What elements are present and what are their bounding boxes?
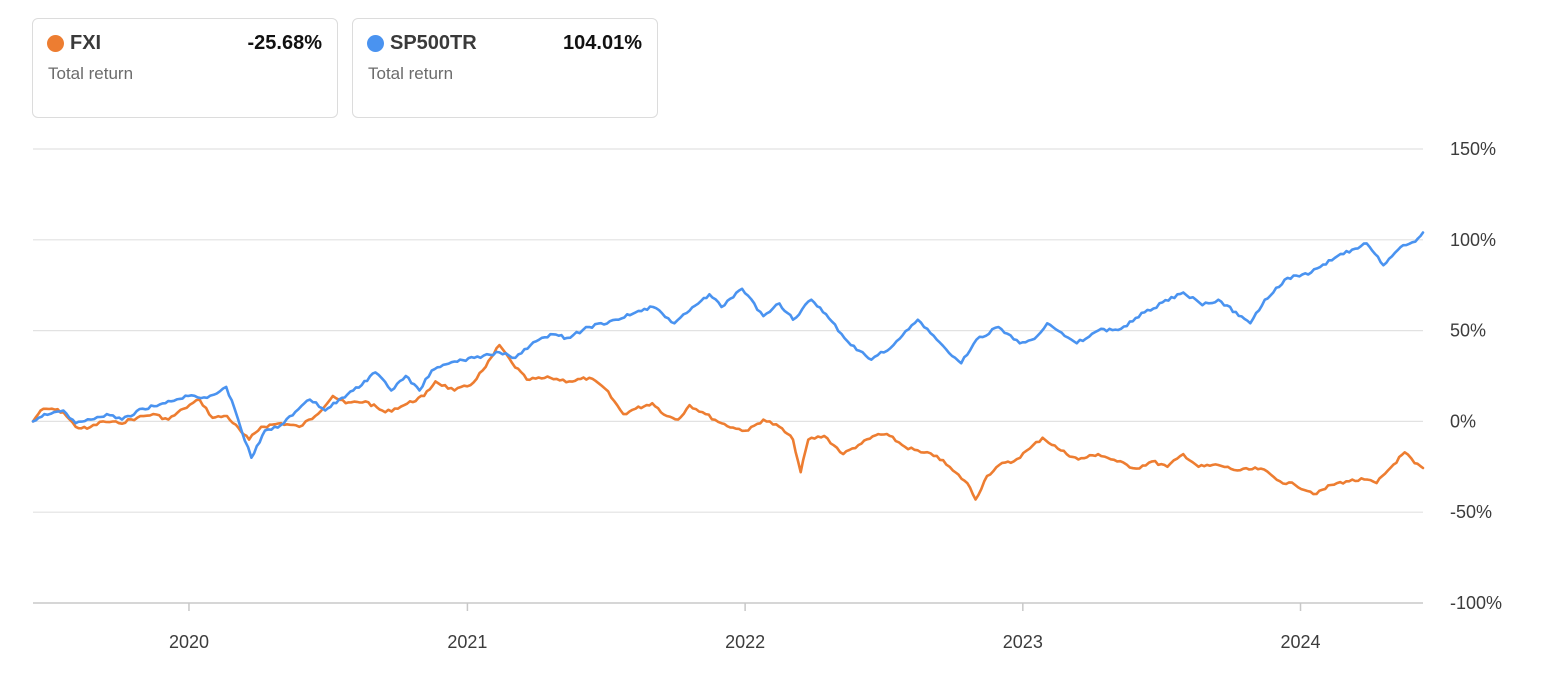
y-tick-label: 50%: [1450, 321, 1486, 341]
legend-value-sp500tr: 104.01%: [563, 32, 642, 54]
y-tick-label: -100%: [1450, 593, 1502, 613]
y-tick-label: -50%: [1450, 502, 1492, 522]
x-tick-label: 2021: [447, 632, 487, 652]
x-tick-label: 2020: [169, 632, 209, 652]
x-tick-label: 2022: [725, 632, 765, 652]
legend-subtitle-sp500tr: Total return: [368, 64, 454, 83]
gridlines: [33, 148, 1423, 604]
y-tick-label: 0%: [1450, 411, 1476, 431]
y-axis: 150% 100% 50% 0% -50% -100%: [1450, 139, 1502, 613]
x-axis: 2020 2021 2022 2023 2024: [169, 603, 1321, 652]
series-line-fxi[interactable]: [31, 343, 1425, 501]
x-tick-label: 2023: [1003, 632, 1043, 652]
sp500tr-dot-icon: [367, 35, 384, 52]
legend-name-fxi: FXI: [70, 32, 102, 54]
legend-card-fxi[interactable]: FXI -25.68% Total return: [32, 18, 338, 118]
legend-card-sp500tr[interactable]: SP500TR 104.01% Total return: [352, 18, 658, 118]
series-lines: [31, 231, 1425, 501]
series-line-sp500tr[interactable]: [31, 231, 1425, 459]
y-tick-label: 150%: [1450, 139, 1496, 159]
x-tick-label: 2024: [1280, 632, 1320, 652]
fxi-dot-icon: [47, 35, 64, 52]
legend-value-fxi: -25.68%: [247, 32, 323, 54]
legend-name-sp500tr: SP500TR: [390, 32, 477, 54]
legend-subtitle-fxi: Total return: [48, 64, 134, 83]
y-tick-label: 100%: [1450, 230, 1496, 250]
